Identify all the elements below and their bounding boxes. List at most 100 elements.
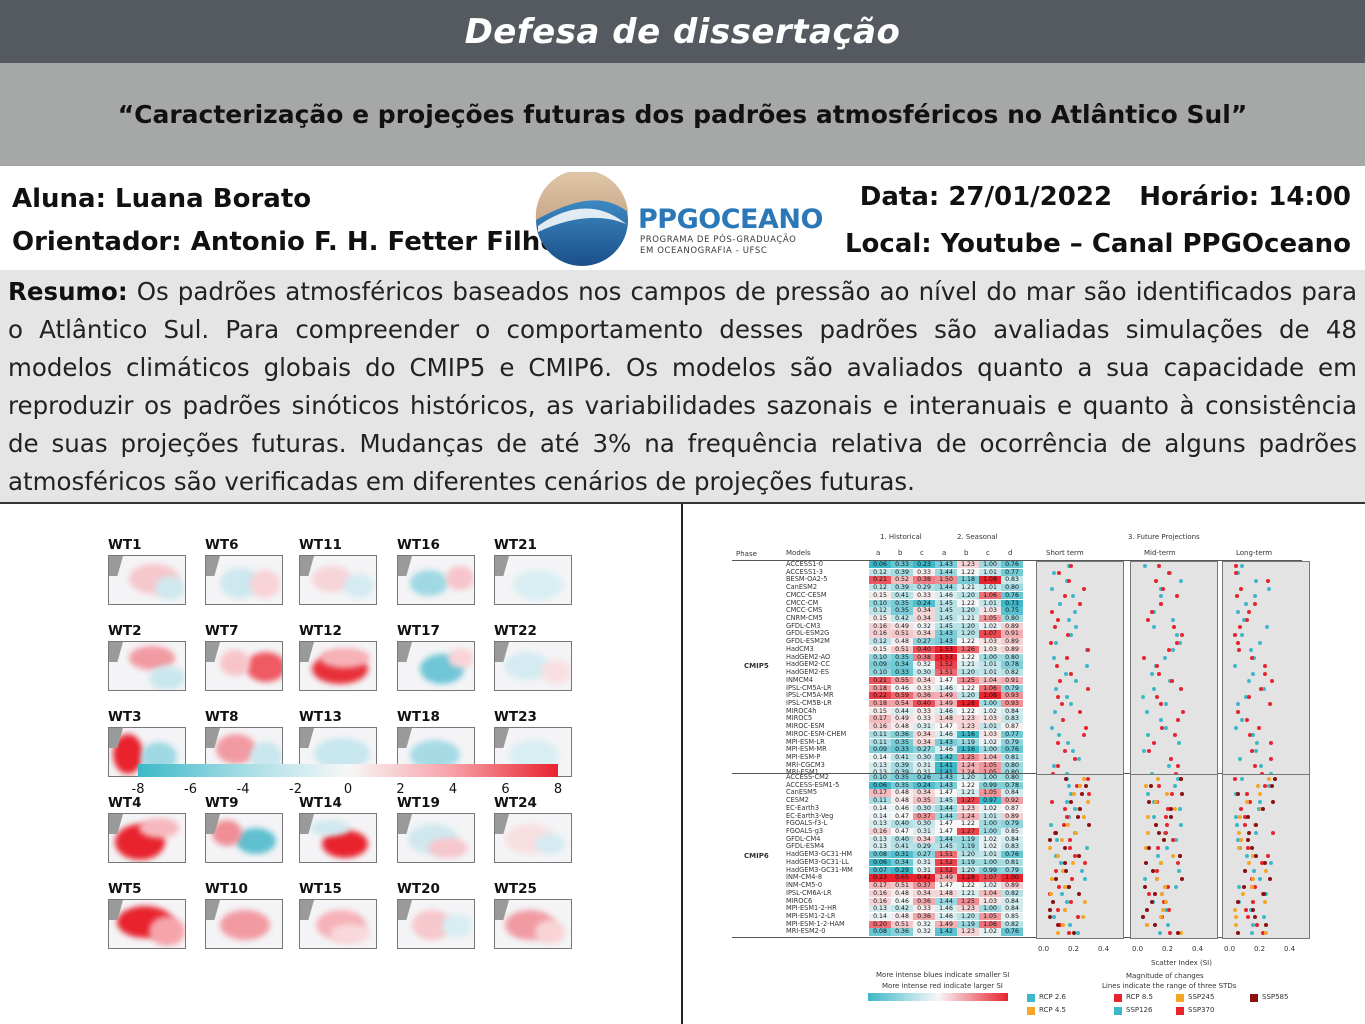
projection-dot xyxy=(1078,784,1083,789)
value-cell: 0.31 xyxy=(913,761,935,769)
projection-dot xyxy=(1246,679,1251,684)
projection-dot xyxy=(1063,594,1068,599)
value-cells: 0.14 0.48 0.36 1.46 1.20 1.05 0.85 xyxy=(869,912,1023,921)
projection-dot xyxy=(1170,648,1175,653)
logo-name: PPGOCEANO xyxy=(638,204,823,235)
projection-dot xyxy=(1164,907,1169,912)
value-cell: 1.48 xyxy=(935,889,957,897)
weather-type-map xyxy=(108,555,186,605)
value-cells: 0.21 0.52 0.38 1.50 1.18 1.08 0.83 xyxy=(869,576,1023,584)
projection-panel xyxy=(1222,774,1310,939)
projection-dot xyxy=(1263,930,1268,935)
model-name: GFDL-ESM2M xyxy=(786,637,830,646)
model-name: GFDL-CM4 xyxy=(786,834,821,843)
weather-type-map xyxy=(494,555,572,605)
value-cells: 0.16 0.47 0.31 1.47 1.27 1.00 0.85 xyxy=(869,828,1023,836)
value-cell: 0.14 xyxy=(869,754,891,762)
value-cell: 1.02 xyxy=(979,843,1001,851)
anomaly-blob xyxy=(344,574,374,598)
value-cells: 0.11 0.48 0.35 1.45 1.27 0.97 0.92 xyxy=(869,797,1023,805)
value-cell: 0.10 xyxy=(869,774,891,782)
value-cell: 1.06 xyxy=(979,684,1001,692)
event-info: Data: 27/01/2022 Horário: 14:00 Local: Y… xyxy=(845,174,1351,268)
value-cell: 0.34 xyxy=(913,889,935,897)
model-name: MPI-ESM-MR xyxy=(786,745,827,754)
projection-dot xyxy=(1160,586,1165,591)
thesis-title: “Caracterização e projeções futuras dos … xyxy=(117,100,1248,129)
value-cell: 0.89 xyxy=(1001,622,1023,630)
value-cells: 0.10 0.35 0.24 1.45 1.22 1.01 0.73 xyxy=(869,599,1023,607)
projection-dot xyxy=(1158,594,1163,599)
value-cell: 0.73 xyxy=(1001,599,1023,607)
value-cell: 0.35 xyxy=(891,653,913,661)
weather-type-label: WT7 xyxy=(205,623,239,639)
weather-type-wt1: WT1 xyxy=(108,537,196,605)
projection-dot xyxy=(1067,884,1072,889)
projection-dot xyxy=(1065,771,1069,776)
projection-dot xyxy=(1085,648,1090,653)
projection-dot xyxy=(1146,815,1151,820)
model-name: EC-Earth3-Veg xyxy=(786,811,834,820)
projection-dot xyxy=(1175,764,1180,769)
projection-dot xyxy=(1163,830,1168,835)
weather-type-label: WT2 xyxy=(108,623,142,639)
anomaly-blob xyxy=(442,914,472,938)
projection-dot xyxy=(1066,617,1071,622)
projection-dot xyxy=(1166,648,1171,653)
value-cell: 0.15 xyxy=(869,615,891,623)
projection-dot xyxy=(1066,632,1071,637)
projection-dot xyxy=(1068,791,1073,796)
value-cell: 0.79 xyxy=(1001,738,1023,746)
projection-dot xyxy=(1262,861,1267,866)
value-cell: 0.32 xyxy=(913,920,935,928)
weather-type-label: WT17 xyxy=(397,623,440,639)
projection-dot xyxy=(1233,663,1238,668)
weather-type-label: WT15 xyxy=(299,881,342,897)
weather-type-wt24: WT24 xyxy=(494,795,582,863)
value-cell: 0.83 xyxy=(1001,843,1023,851)
projection-dot xyxy=(1247,861,1252,866)
student-name: Aluna: Luana Borato xyxy=(12,184,312,214)
continent-shape xyxy=(109,642,123,662)
value-cell: 1.47 xyxy=(935,882,957,890)
projection-dot xyxy=(1050,725,1055,730)
projection-dot xyxy=(1263,663,1268,668)
projection-dot xyxy=(1059,838,1064,843)
model-name: HadCM3 xyxy=(786,644,814,653)
projection-dot xyxy=(1254,748,1259,753)
projection-dot xyxy=(1142,563,1147,568)
value-cell: 0.80 xyxy=(1001,615,1023,623)
continent-shape xyxy=(398,642,412,662)
projection-dot xyxy=(1245,791,1250,796)
weather-type-label: WT21 xyxy=(494,537,537,553)
value-cell: 0.10 xyxy=(869,653,891,661)
weather-type-wt22: WT22 xyxy=(494,623,582,691)
value-cells: 0.18 0.54 0.40 1.49 1.28 1.00 0.93 xyxy=(869,699,1023,708)
value-cell: 1.21 xyxy=(957,889,979,897)
projection-dot xyxy=(1269,771,1274,776)
column-letter: a xyxy=(876,549,881,557)
si-color-scale xyxy=(868,993,1008,1001)
value-cell: 0.48 xyxy=(891,789,913,797)
value-cell: 0.32 xyxy=(913,928,935,936)
model-name: IPSL-CM5A-LR xyxy=(786,683,832,692)
projection-dot xyxy=(1072,791,1077,796)
projection-dot xyxy=(1050,799,1055,804)
value-cell: 1.23 xyxy=(957,723,979,731)
projection-dot xyxy=(1086,687,1091,692)
projection-dot xyxy=(1141,748,1146,753)
value-cell: 1.07 xyxy=(979,630,1001,638)
projection-dot xyxy=(1158,586,1163,591)
value-cell: 1.07 xyxy=(979,874,1001,882)
event-location: Local: Youtube – Canal PPGOceano xyxy=(844,229,1351,259)
weather-type-wt9: WT9 xyxy=(205,795,293,863)
value-cell: 0.92 xyxy=(1001,797,1023,805)
projection-dot xyxy=(1153,923,1158,928)
projection-dot xyxy=(1256,807,1261,812)
value-cell: 0.83 xyxy=(1001,576,1023,584)
advisor-name: Orientador: Antonio F. H. Fetter Filho xyxy=(12,227,559,257)
projection-dot xyxy=(1085,663,1090,668)
value-cell: 0.48 xyxy=(891,723,913,731)
value-cell: 0.41 xyxy=(891,754,913,762)
weather-type-map xyxy=(494,899,572,949)
